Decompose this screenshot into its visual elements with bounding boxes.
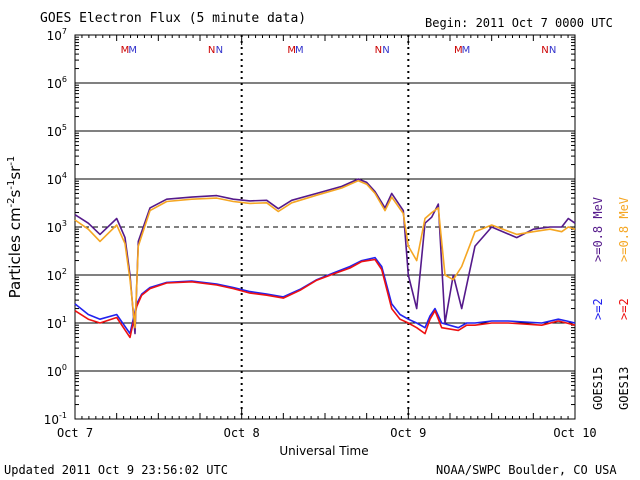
- y-tick-label: 101: [47, 315, 67, 331]
- x-tick-label: Oct 7: [57, 426, 93, 440]
- y-tick-label: 103: [47, 219, 67, 235]
- x-axis-label: Universal Time: [279, 444, 368, 458]
- source-credit: NOAA/SWPC Boulder, CO USA: [436, 463, 617, 477]
- marker-label: M: [287, 45, 296, 56]
- x-tick-label: Oct 8: [224, 426, 260, 440]
- y-tick-label: 105: [47, 123, 67, 139]
- marker-label: M: [454, 45, 463, 56]
- y-tick-label: 106: [47, 75, 67, 91]
- legend-label: GOES13: [617, 367, 631, 410]
- y-tick-label: 107: [47, 27, 67, 43]
- legend-label: >=0.8 MeV: [617, 197, 631, 262]
- legend-label: >=2: [591, 298, 605, 320]
- marker-label: N: [375, 45, 382, 56]
- marker-label: N: [549, 45, 556, 56]
- chart-title: GOES Electron Flux (5 minute data): [40, 11, 306, 26]
- marker-label: M: [121, 45, 130, 56]
- series-line-2: [74, 178, 576, 335]
- legend-label: >=2: [617, 298, 631, 320]
- marker-label: M: [128, 45, 137, 56]
- y-axis-label: Particles cm-2s-1sr-1: [6, 156, 24, 299]
- series-line-1: [74, 258, 576, 339]
- x-tick-label: Oct 9: [390, 426, 426, 440]
- y-tick-label: 102: [47, 267, 67, 283]
- y-tick-label: 100: [47, 363, 67, 379]
- marker-label: M: [462, 45, 471, 56]
- x-tick-label: Oct 10: [553, 426, 596, 440]
- marker-label: N: [382, 45, 389, 56]
- marker-label: N: [216, 45, 223, 56]
- plot-area: 10-1 100 101 102 103 104 105 106 107 Oct 7 Oct 8 Oc…: [6, 27, 631, 440]
- y-tick-label: 10-1: [44, 411, 67, 427]
- series-line-3: [74, 179, 576, 329]
- marker-label: M: [295, 45, 304, 56]
- marker-label: N: [208, 45, 215, 56]
- begin-time: Begin: 2011 Oct 7 0000 UTC: [425, 16, 613, 30]
- legend-label: >=0.8 MeV: [591, 197, 605, 262]
- series-line-0: [74, 256, 576, 335]
- y-tick-label: 104: [47, 171, 67, 187]
- updated-time: Updated 2011 Oct 9 23:56:02 UTC: [4, 463, 228, 477]
- legend-label: GOES15: [591, 367, 605, 410]
- marker-label: N: [541, 45, 548, 56]
